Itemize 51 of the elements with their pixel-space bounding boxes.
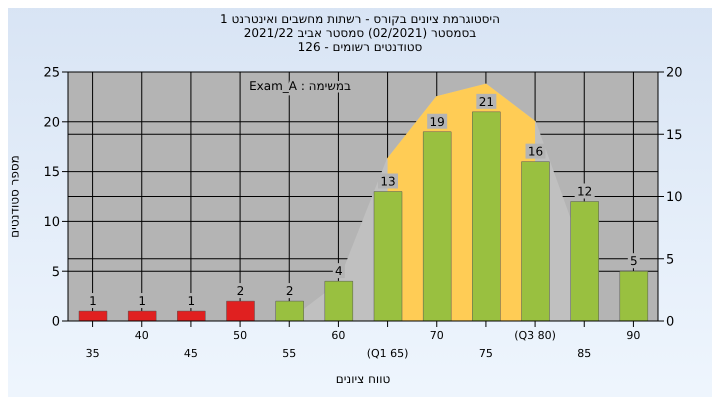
data-label: 19 [430, 114, 445, 129]
y2-tick-label: 15 [666, 128, 683, 143]
chart-title: היסטוגרמת ציונים בקורס - רשתות מחשבים ואינטרנט 1 [219, 12, 501, 26]
bar [177, 310, 206, 321]
x-tick-label: 40 [134, 329, 149, 342]
bar [620, 270, 648, 321]
x-tick-label: 50 [233, 329, 248, 342]
bar [324, 280, 354, 321]
data-label: 2 [236, 284, 244, 298]
y-axis-title: מספר סטודנטים [7, 155, 22, 238]
data-label: 13 [380, 174, 396, 189]
data-label: 4 [335, 264, 343, 278]
x-tick-label: 75 [478, 347, 493, 360]
bar [422, 132, 452, 321]
y2-tick-label: 20 [666, 66, 683, 81]
y-tick-label: 10 [43, 215, 60, 230]
x-tick-label: (Q3 80) [514, 329, 556, 342]
y2-tick-label: 5 [666, 252, 674, 268]
bar [78, 310, 108, 321]
y-tick-label: 15 [43, 165, 60, 180]
x-axis-title: טווח ציונים [336, 372, 390, 386]
y2-tick-label: 0 [666, 314, 674, 330]
y-tick-label: 0 [52, 314, 60, 330]
x-tick-label: 60 [331, 329, 346, 342]
data-label: 1 [138, 294, 146, 308]
x-tick-label: 35 [86, 347, 100, 360]
data-label: 21 [478, 94, 494, 109]
bar [570, 201, 599, 321]
x-tick-label: 55 [282, 347, 296, 360]
x-tick-label: 90 [626, 329, 640, 342]
x-tick-label: 70 [430, 329, 444, 342]
bar [275, 300, 304, 321]
bar [472, 112, 501, 321]
bar [128, 310, 156, 321]
y-tick-label: 20 [43, 115, 60, 130]
y-tick-label: 5 [52, 264, 60, 280]
data-label: 12 [577, 184, 592, 198]
bar [521, 161, 550, 321]
data-label: 1 [188, 294, 196, 308]
x-tick-label: 85 [577, 347, 592, 360]
y-tick-label: 25 [43, 66, 60, 81]
x-tick-label: (Q1 65) [366, 347, 408, 360]
data-label: 1 [89, 294, 97, 308]
x-tick-label: 45 [184, 347, 198, 360]
bar [374, 191, 402, 321]
chart-subtitle: בסמסטר (02/2021) סמסטר אביב 2021/22 סטודנטים רשומים - 126 [242, 26, 478, 54]
data-label: 2 [286, 284, 294, 298]
data-label: 5 [630, 254, 638, 268]
y2-tick-label: 10 [666, 190, 683, 206]
bar [226, 300, 255, 321]
data-label: 16 [528, 144, 544, 159]
